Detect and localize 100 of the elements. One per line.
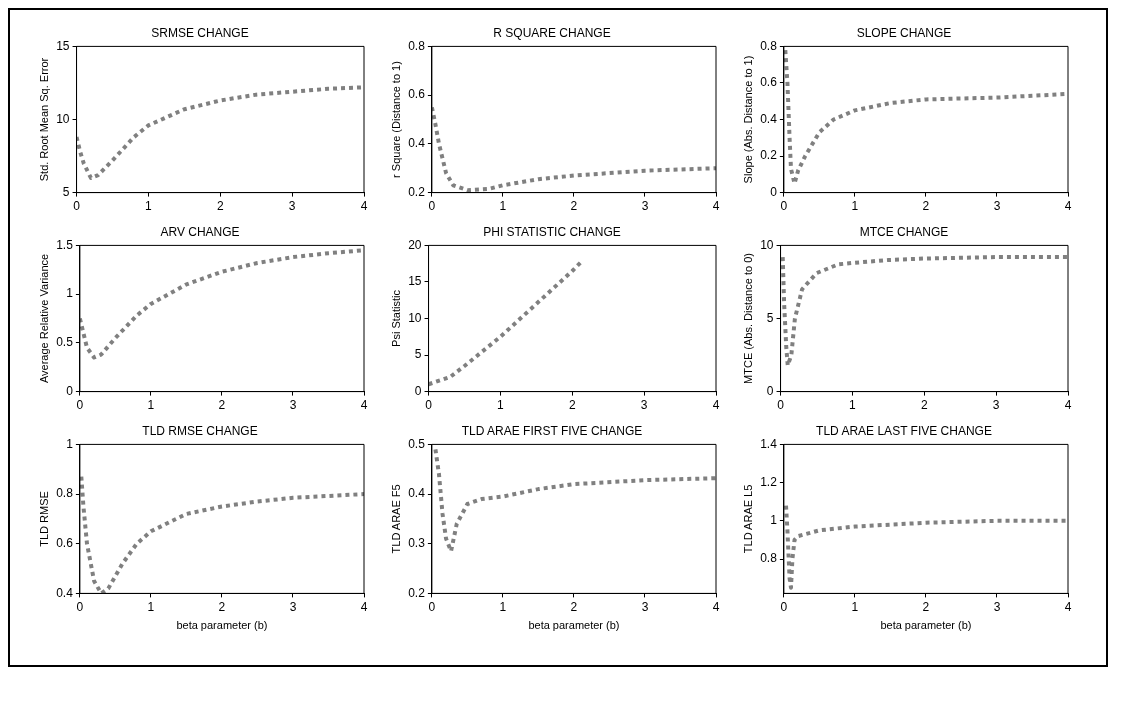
x-tick-label: 2 (570, 199, 578, 214)
y-tick-label: 1 (770, 513, 778, 528)
y-tick-label: 0.4 (760, 111, 778, 126)
x-tick-label: 4 (360, 599, 368, 614)
x-tick-label: 0 (76, 599, 84, 614)
line-series (79, 248, 364, 360)
x-tick-label: 3 (640, 398, 648, 413)
y-tick-label: 0.2 (408, 585, 426, 600)
x-tick-label: 4 (712, 398, 720, 413)
x-axis-title: beta parameter (b) (528, 619, 620, 632)
x-tick-label: 4 (360, 199, 368, 214)
y-axis-title: TLD ARAE L5 (741, 484, 754, 554)
x-tick-label: 1 (147, 398, 155, 413)
x-tick-label: 1 (849, 398, 857, 413)
x-tick-label: 3 (641, 199, 649, 214)
y-tick-label: 0.8 (56, 486, 74, 501)
y-tick-label: 0.8 (760, 551, 778, 566)
x-tick-label: 3 (993, 199, 1001, 214)
y-tick-label: 0.4 (408, 136, 426, 151)
y-tick-label: 0 (770, 184, 778, 199)
y-tick-label: 1.2 (760, 474, 778, 489)
x-tick-label: 3 (641, 599, 649, 614)
y-axis-title: TLD RMSE (37, 491, 50, 547)
line-series (780, 255, 1068, 368)
x-tick-label: 0 (428, 199, 436, 214)
chart-title: MTCE CHANGE (859, 224, 949, 239)
x-tick-label: 0 (76, 398, 84, 413)
x-tick-label: 4 (1064, 599, 1072, 614)
y-tick-label: 1.5 (56, 237, 74, 252)
x-tick-label: 1 (499, 199, 507, 214)
x-tick-label: 2 (568, 398, 576, 413)
y-tick-label: 10 (56, 111, 70, 126)
chart-title: TLD RMSE CHANGE (142, 423, 258, 438)
y-axis-title: Average Relative Variance (37, 253, 50, 384)
y-tick-label: 0.6 (56, 536, 74, 551)
y-axis-title: r Square (Distance to 1) (389, 61, 402, 178)
x-tick-label: 0 (780, 599, 788, 614)
y-tick-label: 0.4 (56, 585, 74, 600)
y-axis-title: Std. Root Mean Sq. Error (37, 57, 50, 182)
line-series (784, 503, 1068, 590)
x-tick-label: 3 (288, 199, 296, 214)
x-tick-label: 3 (289, 599, 297, 614)
x-tick-label: 4 (1064, 398, 1072, 413)
y-tick-label: 10 (760, 237, 774, 252)
x-tick-label: 4 (360, 398, 368, 413)
chart-title: TLD ARAE FIRST FIVE CHANGE (461, 423, 643, 438)
y-axis-title: Psi Statistic (389, 289, 402, 347)
x-tick-label: 2 (216, 199, 224, 214)
y-axis-title: TLD ARAE F5 (389, 484, 402, 554)
y-tick-label: 15 (408, 274, 422, 289)
x-tick-label: 0 (428, 599, 436, 614)
y-tick-label: 15 (56, 38, 70, 53)
y-tick-label: 0.3 (408, 536, 426, 551)
y-tick-label: 1 (66, 286, 74, 301)
x-axis-title: beta parameter (b) (880, 619, 972, 632)
y-tick-label: 0.5 (408, 436, 426, 451)
chart-title: ARV CHANGE (160, 224, 240, 239)
y-tick-label: 5 (414, 347, 422, 362)
x-tick-label: 2 (218, 599, 226, 614)
chart-title: SLOPE CHANGE (856, 25, 952, 40)
x-tick-label: 1 (145, 199, 153, 214)
x-tick-label: 2 (570, 599, 578, 614)
y-tick-label: 5 (766, 310, 774, 325)
x-tick-label: 1 (851, 199, 859, 214)
x-tick-label: 3 (289, 398, 297, 413)
y-tick-label: 5 (62, 184, 70, 199)
chart-title: SRMSE CHANGE (151, 25, 249, 40)
x-tick-label: 4 (1064, 199, 1072, 214)
y-tick-label: 0 (766, 383, 774, 398)
y-tick-label: 0.6 (408, 87, 426, 102)
y-tick-label: 0.2 (408, 184, 426, 199)
y-tick-label: 10 (408, 310, 422, 325)
y-tick-label: 0.8 (408, 38, 426, 53)
y-tick-label: 0 (414, 383, 422, 398)
chart-title: TLD ARAE LAST FIVE CHANGE (816, 423, 992, 438)
x-tick-label: 2 (218, 398, 226, 413)
line-series (76, 85, 364, 180)
line-series (433, 447, 716, 554)
y-tick-label: 0.5 (56, 335, 74, 350)
y-tick-label: 20 (408, 237, 422, 252)
y-axis-title: Slope (Abs. Distance to 1) (741, 55, 754, 184)
x-tick-label: 2 (920, 398, 928, 413)
chart-title: R SQUARE CHANGE (493, 25, 611, 40)
y-tick-label: 1 (66, 436, 74, 451)
y-axis-title: MTCE (Abs. Distance to 0) (741, 253, 754, 384)
x-axis-title: beta parameter (b) (176, 619, 268, 632)
x-tick-label: 3 (992, 398, 1000, 413)
x-tick-label: 1 (497, 398, 505, 413)
x-tick-label: 4 (712, 199, 720, 214)
y-tick-label: 0.6 (760, 75, 778, 90)
chart-title: PHI STATISTIC CHANGE (483, 224, 621, 239)
x-tick-label: 1 (851, 599, 859, 614)
x-tick-label: 1 (499, 599, 507, 614)
y-tick-label: 0 (66, 383, 74, 398)
x-tick-label: 2 (922, 199, 930, 214)
y-tick-label: 0.4 (408, 486, 426, 501)
y-tick-label: 0.2 (760, 148, 778, 163)
x-tick-label: 3 (993, 599, 1001, 614)
x-tick-label: 1 (147, 599, 155, 614)
x-tick-label: 0 (780, 199, 788, 214)
